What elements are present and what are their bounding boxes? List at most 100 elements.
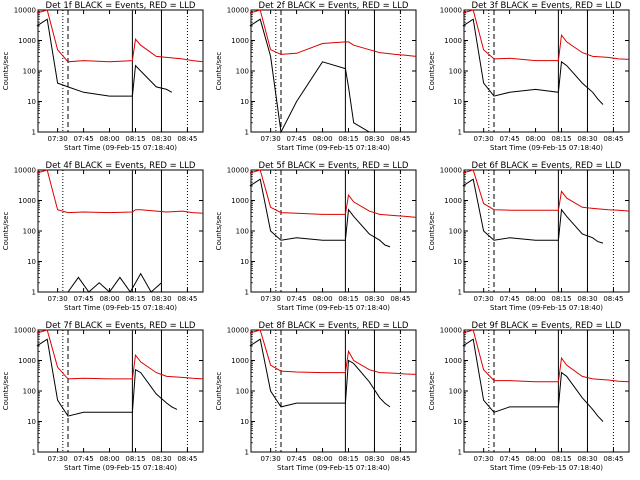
series-line-events <box>249 338 391 408</box>
x-tick-label: 08:30 <box>577 455 597 463</box>
x-tick-label: 08:15 <box>125 455 145 463</box>
y-tick-label: 10 <box>240 258 249 266</box>
x-tick-label: 08:00 <box>99 295 119 303</box>
x-tick-label: 08:15 <box>125 135 145 143</box>
x-tick-label: 08:45 <box>177 295 197 303</box>
series-line-events <box>462 178 604 244</box>
chart-title: Det 6f BLACK = Events, RED = LLD <box>472 161 622 171</box>
x-tick-label: 08:00 <box>312 295 332 303</box>
y-tick-label: 100 <box>236 228 249 236</box>
x-axis-label: Start Time (09-Feb-15 07:18:40) <box>64 464 177 472</box>
x-tick-label: 08:15 <box>338 455 358 463</box>
y-tick-label: 10 <box>240 98 249 106</box>
x-axis-label: Start Time (09-Feb-15 07:18:40) <box>490 464 603 472</box>
y-tick-label: 10000 <box>440 167 462 175</box>
chart-title: Det 4f BLACK = Events, RED = LLD <box>46 161 196 171</box>
series-line-events <box>36 18 173 97</box>
x-tick-label: 07:30 <box>48 135 68 143</box>
x-tick-label: 08:45 <box>390 135 410 143</box>
x-tick-label: 07:45 <box>73 455 93 463</box>
x-tick-label: 08:45 <box>603 135 623 143</box>
x-tick-label: 08:30 <box>151 455 171 463</box>
x-tick-label: 08:30 <box>364 135 384 143</box>
y-tick-label: 10 <box>453 98 462 106</box>
x-axis-label: Start Time (09-Feb-15 07:18:40) <box>490 144 603 152</box>
chart-title: Det 9f BLACK = Events, RED = LLD <box>472 321 622 331</box>
x-tick-label: 07:45 <box>73 135 93 143</box>
x-tick-label: 08:00 <box>312 135 332 143</box>
x-tick-label: 08:30 <box>364 455 384 463</box>
y-tick-label: 100 <box>23 68 36 76</box>
x-tick-label: 07:30 <box>48 455 68 463</box>
y-tick-label: 1 <box>458 129 462 137</box>
x-tick-label: 08:00 <box>525 135 545 143</box>
y-tick-label: 10 <box>27 418 36 426</box>
chart-title: Det 3f BLACK = Events, RED = LLD <box>472 1 622 11</box>
x-tick-label: 08:45 <box>390 455 410 463</box>
chart-title: Det 7f BLACK = Events, RED = LLD <box>46 321 196 331</box>
x-tick-label: 08:45 <box>177 135 197 143</box>
y-tick-label: 10000 <box>440 7 462 15</box>
series-line-lld <box>462 169 630 212</box>
y-tick-label: 10 <box>453 418 462 426</box>
x-tick-label: 08:00 <box>312 455 332 463</box>
y-axis-label: Counts/sec <box>2 212 10 251</box>
y-tick-label: 1 <box>245 129 249 137</box>
y-tick-label: 10000 <box>14 327 36 335</box>
y-axis-label: Counts/sec <box>428 212 436 251</box>
x-tick-label: 07:45 <box>286 295 306 303</box>
chart-panel-7: Det 7f BLACK = Events, RED = LLD 1 10 100 10… <box>2 321 204 472</box>
series-line-events <box>462 338 604 422</box>
y-tick-label: 1 <box>245 289 249 297</box>
y-tick-label: 10 <box>240 418 249 426</box>
x-axis-label: Start Time (09-Feb-15 07:18:40) <box>490 304 603 312</box>
y-tick-label: 10000 <box>227 167 249 175</box>
x-tick-label: 08:30 <box>151 135 171 143</box>
chart-panel-2: Det 2f BLACK = Events, RED = LLD 1 10 100 10… <box>215 1 417 152</box>
y-tick-label: 1000 <box>231 37 249 45</box>
y-tick-label: 1000 <box>18 37 36 45</box>
x-tick-label: 07:30 <box>474 295 494 303</box>
y-tick-label: 1 <box>245 449 249 457</box>
y-tick-label: 1 <box>32 449 36 457</box>
x-tick-label: 08:30 <box>151 295 171 303</box>
x-tick-label: 07:45 <box>499 135 519 143</box>
chart-panel-5: Det 5f BLACK = Events, RED = LLD 1 10 100 10… <box>215 161 417 312</box>
y-tick-label: 1000 <box>231 357 249 365</box>
series-line-lld <box>249 9 417 57</box>
x-tick-label: 07:45 <box>286 455 306 463</box>
y-tick-label: 10000 <box>14 167 36 175</box>
y-axis-label: Counts/sec <box>428 52 436 91</box>
x-tick-label: 08:00 <box>525 455 545 463</box>
x-axis-label: Start Time (09-Feb-15 07:18:40) <box>277 144 390 152</box>
x-tick-label: 08:15 <box>551 455 571 463</box>
x-tick-label: 07:30 <box>474 135 494 143</box>
series-line-events <box>249 178 391 248</box>
chart-panel-8: Det 8f BLACK = Events, RED = LLD 1 10 100 10… <box>215 321 417 472</box>
y-tick-label: 1000 <box>444 37 462 45</box>
x-axis-label: Start Time (09-Feb-15 07:18:40) <box>277 304 390 312</box>
x-tick-label: 07:45 <box>499 455 519 463</box>
y-tick-label: 10 <box>27 98 36 106</box>
x-tick-label: 08:45 <box>390 295 410 303</box>
y-axis-label: Counts/sec <box>2 52 10 91</box>
y-tick-label: 1000 <box>18 357 36 365</box>
series-line-events <box>67 272 162 293</box>
series-line-lld <box>249 169 417 218</box>
series-line-lld <box>249 329 417 375</box>
series-line-lld <box>462 9 630 62</box>
y-tick-label: 10000 <box>227 7 249 15</box>
x-tick-label: 07:30 <box>261 455 281 463</box>
y-tick-label: 10000 <box>14 7 36 15</box>
y-axis-label: Counts/sec <box>428 372 436 411</box>
x-tick-label: 08:45 <box>603 295 623 303</box>
series-line-lld <box>36 169 204 214</box>
x-tick-label: 08:45 <box>603 455 623 463</box>
chart-panel-6: Det 6f BLACK = Events, RED = LLD 1 10 100 10… <box>428 161 630 312</box>
y-tick-label: 100 <box>23 388 36 396</box>
x-tick-label: 08:00 <box>525 295 545 303</box>
x-tick-label: 07:30 <box>261 135 281 143</box>
y-tick-label: 1000 <box>444 357 462 365</box>
x-tick-label: 08:15 <box>551 295 571 303</box>
x-tick-label: 08:00 <box>99 135 119 143</box>
